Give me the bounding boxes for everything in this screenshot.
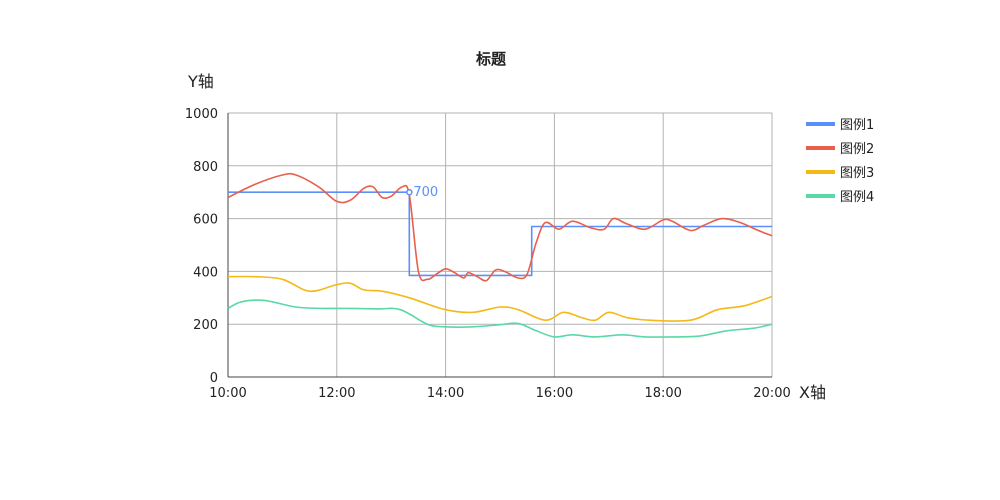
annotation-point xyxy=(406,188,413,196)
series-line-2 xyxy=(227,172,773,282)
annotations: 700 xyxy=(406,185,438,200)
annotation-label: 700 xyxy=(413,185,438,200)
axes xyxy=(227,113,772,378)
y-tick-label: 600 xyxy=(193,213,218,228)
y-axis-title: Y轴 xyxy=(187,72,214,91)
legend-label: 图例1 xyxy=(840,118,874,133)
series-line-3 xyxy=(227,275,773,322)
y-tick-label: 200 xyxy=(193,318,218,333)
series-lines xyxy=(227,172,773,338)
x-tick-label: 20:00 xyxy=(753,386,790,401)
legend-label: 图例3 xyxy=(840,166,874,181)
y-tick-label: 1000 xyxy=(185,107,218,122)
grid xyxy=(227,112,773,378)
y-tick-label: 800 xyxy=(193,160,218,175)
tick-labels: 0 200 400 600 800 1000 10:00 12:00 14:00 16:00 18:… xyxy=(185,107,791,401)
series-line-1 xyxy=(228,191,772,277)
x-axis-title: X轴 xyxy=(799,383,826,402)
x-tick-label: 12:00 xyxy=(318,386,355,401)
x-tick-label: 10:00 xyxy=(209,386,246,401)
legend: 图例1 图例2 图例3 图例4 xyxy=(806,118,874,205)
y-tick-label: 0 xyxy=(210,371,218,386)
legend-label: 图例2 xyxy=(840,142,874,157)
x-tick-label: 16:00 xyxy=(536,386,573,401)
chart-title: 标题 xyxy=(475,50,507,68)
y-tick-label: 400 xyxy=(193,265,218,280)
x-tick-label: 14:00 xyxy=(427,386,464,401)
legend-label: 图例4 xyxy=(840,190,874,205)
x-tick-label: 18:00 xyxy=(644,386,681,401)
series-line-4 xyxy=(227,299,773,338)
